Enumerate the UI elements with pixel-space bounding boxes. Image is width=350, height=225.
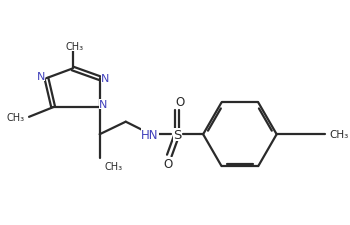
- Text: O: O: [175, 95, 184, 108]
- Text: N: N: [36, 72, 45, 82]
- Text: CH₃: CH₃: [330, 130, 349, 140]
- Text: N: N: [101, 74, 110, 84]
- Text: CH₃: CH₃: [104, 162, 122, 172]
- Text: CH₃: CH₃: [65, 42, 84, 52]
- Text: N: N: [99, 100, 108, 110]
- Text: HN: HN: [141, 128, 159, 141]
- Text: CH₃: CH₃: [6, 112, 24, 122]
- Text: O: O: [164, 157, 173, 170]
- Text: S: S: [173, 128, 181, 141]
